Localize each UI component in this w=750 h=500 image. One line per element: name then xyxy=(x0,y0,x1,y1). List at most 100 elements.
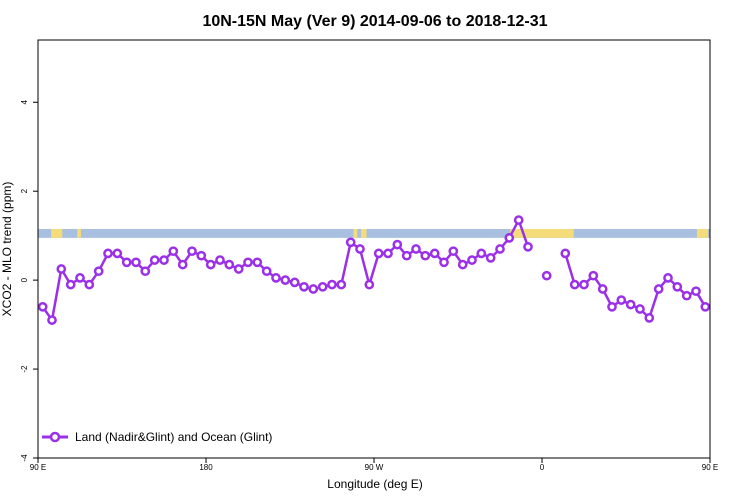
map-strip-land xyxy=(77,228,81,238)
y-tick-label: 0 xyxy=(20,277,29,282)
y-tick-label: 4 xyxy=(20,100,29,105)
map-strip-land xyxy=(696,228,709,238)
data-point xyxy=(681,290,692,301)
data-point xyxy=(700,301,711,312)
data-point xyxy=(560,248,571,259)
x-tick-label: 0 xyxy=(540,463,545,472)
data-point xyxy=(467,255,477,265)
map-strip-land xyxy=(360,228,367,238)
data-point xyxy=(672,281,683,292)
x-tick-label: 180 xyxy=(199,463,213,472)
legend-marker-swatch xyxy=(49,431,61,443)
data-point xyxy=(280,275,291,285)
data-point xyxy=(215,255,225,265)
data-point xyxy=(513,215,524,225)
legend-label: Land (Nadir&Glint) and Ocean (Glint) xyxy=(75,430,272,444)
data-point xyxy=(448,246,459,257)
y-tick-label: 2 xyxy=(20,188,29,193)
map-strip-land xyxy=(51,228,63,238)
x-axis: 90 E 180 90 W 0 90 E xyxy=(30,458,718,472)
data-point xyxy=(607,301,617,312)
data-point xyxy=(691,286,701,297)
y-axis: -4 -2 0 2 4 xyxy=(20,100,38,462)
data-point xyxy=(457,259,468,270)
data-point xyxy=(476,248,487,259)
map-strip-land xyxy=(510,228,574,238)
legend: Land (Nadir&Glint) and Ocean (Glint) xyxy=(42,430,272,444)
data-point xyxy=(47,315,57,325)
data-point xyxy=(224,259,235,270)
chart-title: 10N-15N May (Ver 9) 2014-09-06 to 2018-1… xyxy=(202,13,547,30)
data-point xyxy=(56,264,67,274)
data-point xyxy=(336,279,347,290)
data-point xyxy=(187,246,197,257)
data-point xyxy=(364,279,375,290)
data-point xyxy=(411,244,421,254)
data-point xyxy=(84,279,95,290)
data-point xyxy=(271,273,281,283)
data-point xyxy=(373,248,384,259)
data-point xyxy=(243,257,253,268)
x-tick-label: 90 E xyxy=(30,463,46,472)
y-tick-label: -4 xyxy=(20,454,29,462)
data-point xyxy=(616,295,627,305)
data-point xyxy=(597,284,608,294)
data-point xyxy=(429,248,440,259)
data-point xyxy=(299,281,309,292)
data-point xyxy=(131,257,141,268)
data-point xyxy=(579,279,589,290)
data-point xyxy=(233,264,244,274)
data-point xyxy=(523,241,533,252)
data-point xyxy=(112,248,123,259)
x-tick-label: 90 E xyxy=(702,463,718,472)
x-axis-label: Longitude (deg E) xyxy=(327,477,422,491)
data-point xyxy=(168,246,179,257)
y-axis-label: XCO2 - MLO trend (ppm) xyxy=(0,182,14,317)
data-point xyxy=(541,270,552,281)
data-point xyxy=(569,279,580,290)
data-point xyxy=(588,270,599,281)
data-point xyxy=(663,273,673,283)
map-strip-land xyxy=(353,228,358,238)
data-point xyxy=(495,244,505,254)
data-point xyxy=(121,257,132,268)
y-tick-label: -2 xyxy=(20,365,29,373)
plot-frame xyxy=(37,39,711,459)
data-point xyxy=(93,266,104,277)
data-point xyxy=(355,244,365,254)
data-point xyxy=(308,284,319,294)
data-point xyxy=(65,279,76,290)
data-point xyxy=(439,257,449,268)
data-point xyxy=(289,277,300,288)
map-strip xyxy=(38,228,710,238)
data-point xyxy=(196,250,207,261)
data-point xyxy=(504,233,515,243)
data-point xyxy=(149,255,160,265)
data-point xyxy=(392,239,403,250)
map-strip-ocean xyxy=(38,228,710,238)
data-point xyxy=(317,281,328,292)
data-point xyxy=(159,255,169,265)
data-point xyxy=(401,250,412,261)
series-line xyxy=(564,253,707,320)
data-point xyxy=(37,301,48,312)
data-point xyxy=(177,259,188,270)
series-layer xyxy=(37,215,711,325)
data-point xyxy=(420,250,431,261)
data-point xyxy=(345,237,356,248)
data-point xyxy=(252,257,263,268)
data-point xyxy=(205,259,216,270)
data-point xyxy=(625,299,636,310)
data-point xyxy=(140,266,151,277)
data-point xyxy=(103,248,113,259)
data-point xyxy=(261,266,272,277)
data-point xyxy=(383,248,393,259)
data-point xyxy=(635,304,645,314)
data-point xyxy=(75,273,85,283)
data-point xyxy=(327,279,337,290)
data-point xyxy=(644,313,655,323)
data-point xyxy=(653,284,664,294)
x-tick-label: 90 W xyxy=(365,463,384,472)
data-point xyxy=(485,253,496,263)
